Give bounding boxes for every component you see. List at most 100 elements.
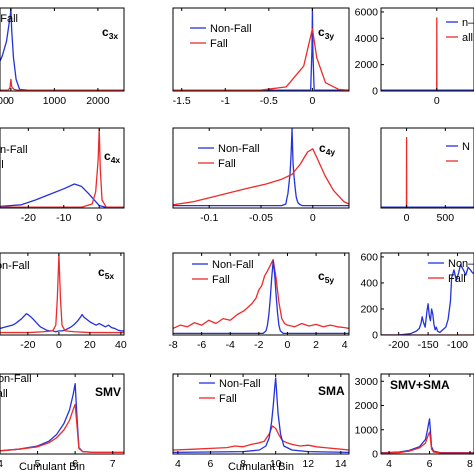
x-axis-label: Cumulant Bin	[228, 461, 294, 473]
x-tick-label: 4	[342, 339, 348, 351]
legend-entry: all	[462, 32, 473, 44]
x-tick-label: -1	[221, 95, 230, 107]
plot-frame	[0, 252, 125, 336]
legend-entry: Fall	[0, 388, 8, 400]
legend-entry: Non-Fall	[218, 143, 260, 155]
x-tick-label: 0	[8, 95, 14, 107]
legend-entry: Non-Fall	[0, 260, 30, 272]
x-tick-label: -6	[197, 339, 206, 351]
series-line-fall	[173, 28, 349, 91]
chart-panel-p11: 4 6 8 10 12 14 SMA Non-Fall Fall Cumulant Bin	[172, 373, 350, 473]
y-tick-label: 200	[360, 303, 378, 315]
legend: N	[446, 141, 470, 162]
legend: n–Fallall	[0, 13, 18, 25]
y-tick-label: 0	[372, 449, 378, 461]
plot-frame	[380, 7, 474, 92]
y-tick-label: 6000	[355, 6, 379, 18]
x-tick-label: -2	[254, 339, 263, 351]
x-axis-label: Cumulant Bin	[19, 461, 85, 473]
plot-frame	[0, 7, 125, 92]
y-tick-label: 2000	[355, 400, 379, 412]
x-tick-label: 6	[72, 458, 78, 470]
plot-frame	[380, 373, 474, 455]
x-tick-label: 5	[35, 458, 41, 470]
x-tick-label: 0	[56, 339, 62, 351]
series-line-fall	[381, 136, 474, 208]
chart-panel-p10: 4 5 6 7 SMV Non-Fall Fall Cumulant Bin	[0, 373, 125, 473]
panel-label: c3y	[318, 25, 334, 41]
legend-entry: Fall	[0, 159, 4, 171]
series-group	[173, 8, 349, 91]
series-line-fall	[0, 128, 124, 208]
panel-label: c4y	[319, 141, 335, 157]
x-tick-label: 500	[437, 212, 455, 224]
y-tick-label: 0	[372, 330, 378, 342]
series-line-non-fall	[381, 264, 474, 335]
chart-panel-p7: -20 0 20 40 c5x Non-Fallall	[0, 252, 127, 351]
series-group	[0, 128, 124, 208]
series-line-non-fall	[381, 418, 474, 454]
x-tick-label: 0	[310, 212, 316, 224]
legend-entry: Non-Fall	[212, 259, 254, 271]
plot-frame	[172, 373, 350, 455]
series-group	[381, 17, 474, 91]
x-tick-label: 2000	[86, 95, 110, 107]
x-tick-label: 7	[110, 458, 116, 470]
series-line-fall	[0, 78, 124, 91]
legend-entry: N	[462, 141, 470, 153]
legend: Non-Fallall	[0, 260, 30, 272]
legend: Non-Fall Fall	[198, 143, 260, 170]
x-tick-label: -1.5	[173, 95, 191, 107]
x-tick-label: -10	[56, 212, 71, 224]
y-tick-label: 0	[372, 86, 378, 98]
series-line-non-fall	[173, 128, 349, 207]
y-tick-label: 1000	[355, 424, 379, 436]
series-group	[381, 136, 474, 208]
legend-entry: Non-Fall	[0, 373, 32, 385]
chart-panel-p8: -8 -6 -4 -2 0 2 4 c5y Non-Fall Fall	[168, 252, 350, 351]
legend-entry: Non-Fall	[0, 144, 28, 156]
panel-label: c3x	[102, 25, 118, 41]
series-group	[173, 128, 349, 207]
x-tick-label: 6	[427, 458, 433, 470]
series-group	[0, 382, 124, 454]
plot-frame	[172, 7, 350, 92]
legend-entry: n–Fall	[0, 13, 18, 25]
series-line-non-fall	[0, 8, 124, 91]
x-tick-label: 10	[270, 458, 282, 470]
x-tick-label: 8	[467, 458, 473, 470]
y-tick-label: 400	[360, 277, 378, 289]
legend-entry: Non–Fal	[448, 258, 474, 270]
x-tick-label: -100	[447, 339, 468, 351]
legend: Non-Fall Fall	[190, 23, 252, 50]
series-line-fall	[381, 431, 474, 454]
chart-panel-p9: -200 -150 -100 0 200 400 600 Non–Fal Fall	[360, 251, 474, 351]
x-tick-label: 0	[309, 95, 315, 107]
x-tick-label: -200	[388, 339, 409, 351]
x-tick-label: 6	[208, 458, 214, 470]
x-tick-label: 0	[96, 212, 102, 224]
x-tick-label: 2	[313, 339, 319, 351]
chart-panel-p3: 0 0 2000 4000 6000 n–Fall all	[355, 6, 474, 107]
x-tick-label: 14	[335, 458, 347, 470]
legend-entry: Fall	[218, 158, 236, 170]
plot-frame	[380, 127, 474, 209]
legend-entry: Fall	[219, 393, 237, 405]
x-tick-label: -0.1	[200, 212, 218, 224]
x-tick-label: -8	[168, 339, 177, 351]
legend-entry: Fall	[448, 273, 466, 285]
series-line-non-fall	[173, 377, 349, 454]
series-line-non-fall	[0, 183, 124, 208]
legend: n–Fall all	[446, 17, 474, 44]
legend: Non-Fall Fall	[192, 259, 254, 286]
legend: Non-Fall Fall	[199, 378, 261, 405]
x-tick-label: -150	[418, 339, 439, 351]
series-group	[0, 8, 124, 91]
legend-entry: Fall	[212, 274, 230, 286]
plot-frame	[380, 252, 474, 336]
legend-entry: n–Fall	[462, 17, 474, 29]
panel-label: SMA	[318, 384, 345, 398]
panel-label: c5x	[98, 265, 114, 281]
x-tick-label: 4	[0, 458, 3, 470]
chart-panel-p4: -20 -10 0 c4x Non-Fall Fall	[0, 127, 125, 224]
